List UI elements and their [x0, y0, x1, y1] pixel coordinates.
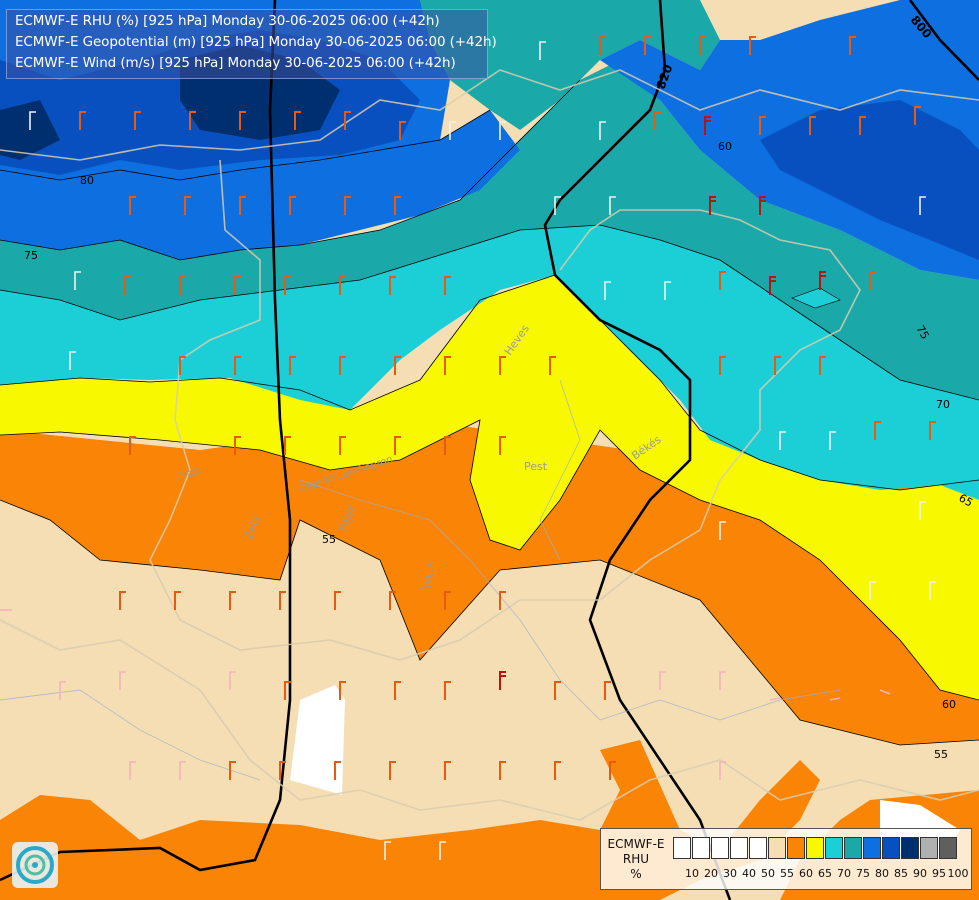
legend-swatch: [730, 837, 748, 859]
rhu-70-band: [0, 225, 979, 500]
place-label: Pest: [524, 460, 548, 473]
contour-label: 75: [24, 249, 38, 262]
legend-label: ECMWF-E RHU %: [605, 837, 667, 882]
legend-tick-label: 85: [894, 867, 908, 880]
rhu-50-patch: [290, 685, 345, 795]
legend-tick-label: 100: [947, 867, 969, 880]
rivers: [0, 379, 841, 781]
contour-label: 60: [718, 140, 732, 153]
color-legend: ECMWF-E RHU % 10 20 30 40 50 55 60 65 70 75 80 85 90…: [600, 828, 972, 890]
legend-tick-label: 20: [704, 867, 718, 880]
legend-tick-label: 30: [723, 867, 737, 880]
legend-tick-label: 55: [780, 867, 794, 880]
legend-swatch: [787, 837, 805, 859]
legend-swatch: [825, 837, 843, 859]
contour-label: 80: [80, 174, 94, 187]
legend-swatch: [692, 837, 710, 859]
legend-swatch: [844, 837, 862, 859]
contour-label: 55: [322, 533, 336, 546]
rhu-80-band: [0, 110, 520, 260]
legend-tick-label: 60: [799, 867, 813, 880]
wind-barbs: [0, 36, 936, 860]
ecmwf-logo-icon: [12, 842, 58, 888]
legend-tick-label: 50: [761, 867, 775, 880]
legend-tick-label: 95: [932, 867, 946, 880]
contour-label: 55: [934, 748, 948, 761]
legend-tick-label: 70: [837, 867, 851, 880]
legend-swatch: [711, 837, 729, 859]
legend-tick-label: 40: [742, 867, 756, 880]
legend-swatch: [901, 837, 919, 859]
legend-swatch: [768, 837, 786, 859]
contour-label: 60: [942, 698, 956, 711]
place-label: Vas: [179, 464, 202, 483]
rhu-75-band-north: [420, 0, 720, 130]
rhu-70-patch: [791, 287, 841, 309]
contour-label: 70: [936, 398, 950, 411]
legend-tick-label: 80: [875, 867, 889, 880]
legend-swatch: [882, 837, 900, 859]
legend-tick-label: 65: [818, 867, 832, 880]
legend-swatch: [863, 837, 881, 859]
legend-swatch: [939, 837, 957, 859]
legend-variable: RHU: [622, 852, 650, 866]
title-geopotential: ECMWF-E Geopotential (m) [925 hPa] Monda…: [15, 34, 497, 50]
rhu-contours: [0, 79, 979, 746]
rhu-contour-labels: 80 75 60 75 70 65 60 55 55: [24, 140, 975, 761]
place-label: Tolna: [420, 560, 438, 591]
legend-unit: %: [630, 867, 642, 881]
contour-label: 65: [957, 491, 976, 509]
title-rhu: ECMWF-E RHU (%) [925 hPa] Monday 30-06-2…: [15, 13, 440, 29]
rhu-85-band-east: [760, 100, 979, 260]
legend-swatch: [673, 837, 691, 859]
rhu-65-band: [0, 275, 979, 700]
legend-tick-label: 10: [685, 867, 699, 880]
legend-swatch: [920, 837, 938, 859]
contour-label: 75: [913, 323, 931, 342]
legend-model: ECMWF-E: [607, 837, 665, 851]
legend-swatch: [749, 837, 767, 859]
title-panel: ECMWF-E RHU (%) [925 hPa] Monday 30-06-2…: [6, 9, 497, 79]
title-wind: ECMWF-E Wind (m/s) [925 hPa] Monday 30-0…: [15, 55, 456, 71]
legend-swatch: [806, 837, 824, 859]
rhu-75-band: [0, 60, 979, 400]
legend-tick-label: 75: [856, 867, 870, 880]
legend-tick-label: 90: [913, 867, 927, 880]
